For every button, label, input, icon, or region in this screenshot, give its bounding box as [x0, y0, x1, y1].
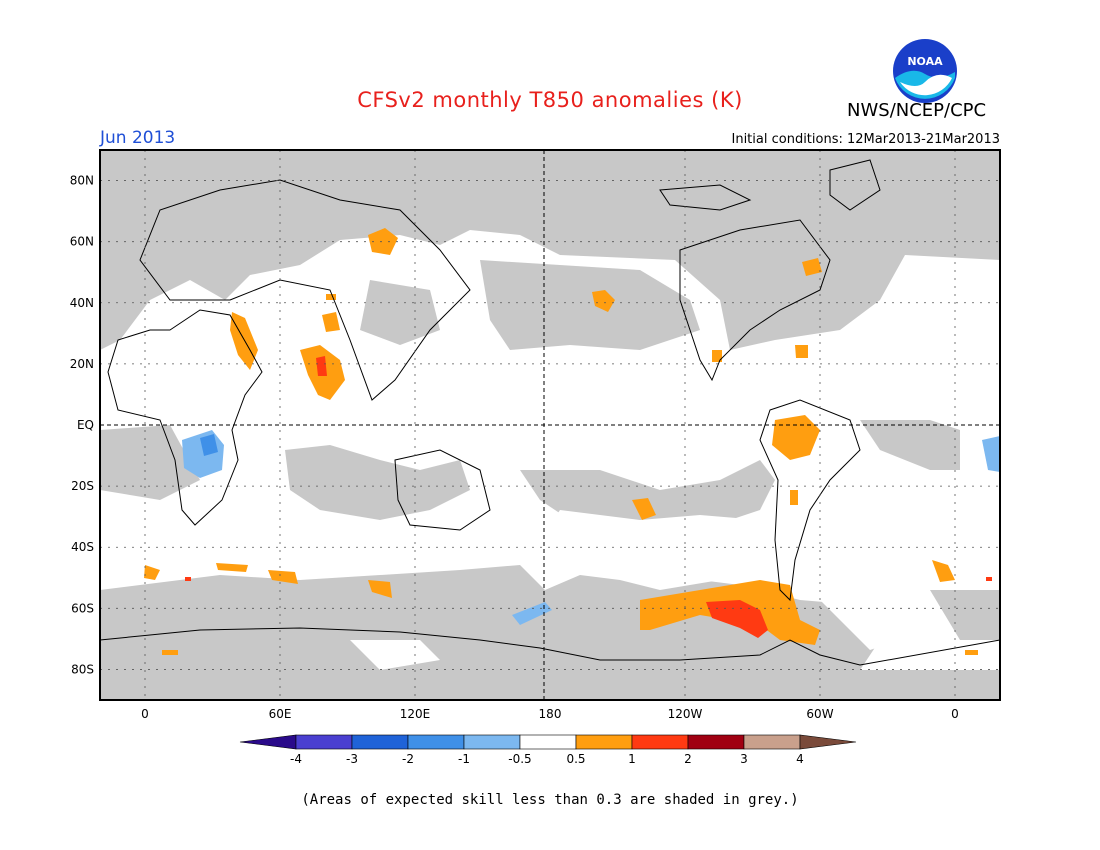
- lat-tick-label: 40N: [70, 296, 94, 310]
- legend-label: -2: [402, 752, 414, 766]
- noaa-logo-icon: NOAA: [893, 39, 957, 103]
- logo-text: NOAA: [907, 55, 943, 68]
- legend-label: -0.5: [508, 752, 531, 766]
- chart-title: CFSv2 monthly T850 anomalies (K): [357, 88, 743, 112]
- lat-tick-label: 20S: [71, 479, 94, 493]
- lat-tick-label: 20N: [70, 357, 94, 371]
- lat-tick-label: 40S: [71, 540, 94, 554]
- legend-label: 3: [740, 752, 748, 766]
- footnote: (Areas of expected skill less than 0.3 a…: [301, 792, 799, 808]
- legend-swatch: [295, 734, 353, 750]
- legend-label: 1: [628, 752, 636, 766]
- org-label: NWS/NCEP/CPC: [847, 100, 987, 121]
- lat-lon-grid: [100, 150, 1000, 700]
- cold-anomalies: [182, 430, 1000, 625]
- legend-label: -3: [346, 752, 358, 766]
- legend-swatch: [351, 734, 409, 750]
- lat-tick-label: EQ: [77, 418, 94, 432]
- forecast-month: Jun 2013: [100, 128, 176, 148]
- lon-tick-label: 60E: [269, 707, 292, 721]
- longitude-labels: 0 60E 120E 180 120W 60W 0: [141, 707, 959, 721]
- lat-tick-label: 80S: [71, 662, 94, 676]
- lon-tick-label: 180: [539, 707, 562, 721]
- legend-label: -4: [290, 752, 302, 766]
- initial-conditions: Initial conditions: 12Mar2013-21Mar2013: [731, 132, 1001, 147]
- lon-tick-label: 120W: [668, 707, 703, 721]
- lon-tick-label: 60W: [806, 707, 833, 721]
- lat-tick-label: 60N: [70, 235, 94, 249]
- strong-warm-anomalies: [185, 356, 992, 638]
- color-legend: -4 -3 -2 -1 -0.5 0.5 1 2 3 4: [239, 734, 857, 766]
- lon-tick-label: 0: [951, 707, 959, 721]
- legend-swatch: [519, 734, 577, 750]
- legend-swatch: [687, 734, 745, 750]
- legend-label: 0.5: [566, 752, 585, 766]
- lon-tick-label: 0: [141, 707, 149, 721]
- lon-tick-label: 120E: [400, 707, 431, 721]
- legend-swatch: [743, 734, 801, 750]
- map-frame: [99, 149, 1001, 701]
- lat-tick-label: 60S: [71, 601, 94, 615]
- legend-swatch: [631, 734, 689, 750]
- lat-tick-label: 80N: [70, 174, 94, 188]
- legend-arrow-low: [239, 734, 297, 750]
- legend-label: 2: [684, 752, 692, 766]
- legend-arrow-high: [799, 734, 857, 750]
- legend-label: 4: [796, 752, 804, 766]
- legend-swatch: [407, 734, 465, 750]
- latitude-labels: 80N 60N 40N 20N EQ 20S 40S 60S 80S: [70, 174, 94, 677]
- legend-swatch: [463, 734, 521, 750]
- coastlines: [100, 159, 1000, 666]
- legend-label: -1: [458, 752, 470, 766]
- legend-swatch: [575, 734, 633, 750]
